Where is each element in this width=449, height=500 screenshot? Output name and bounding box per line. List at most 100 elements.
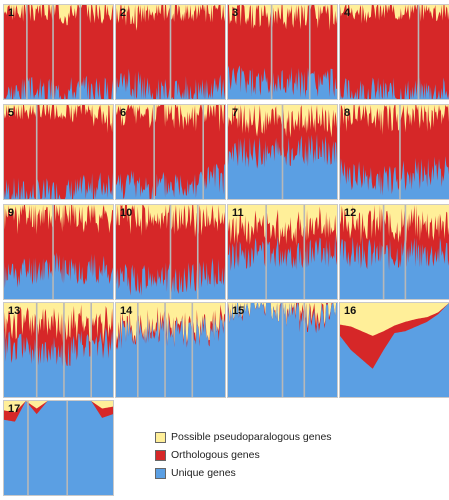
- panel-plot: [228, 5, 337, 99]
- legend-label: Possible pseudoparalogous genes: [171, 431, 332, 443]
- panel-label: 6: [120, 107, 127, 119]
- legend-label: Unique genes: [171, 467, 236, 479]
- series-unique-area: [340, 156, 449, 199]
- panel-8: 8: [339, 104, 449, 200]
- panel-plot: [116, 105, 225, 199]
- chromosome-separator: [196, 205, 199, 299]
- panel-7: 7: [227, 104, 338, 200]
- chromosome-separator: [399, 105, 401, 199]
- panel-14: 14: [115, 302, 226, 398]
- chromosome-separator: [35, 105, 38, 199]
- panel-plot: [4, 105, 113, 199]
- panel-5: 5: [3, 104, 114, 200]
- chromosome-separator: [164, 303, 166, 397]
- chromosome-separator: [265, 205, 267, 299]
- panel-plot: [228, 105, 337, 199]
- legend-item-unique: Unique genes: [155, 466, 236, 480]
- panel-label: 4: [344, 7, 351, 19]
- panel-label: 11: [232, 207, 244, 219]
- panel-label: 15: [232, 305, 245, 317]
- chromosome-separator: [191, 303, 194, 397]
- panel-11: 11: [227, 204, 338, 300]
- panel-label: 9: [8, 207, 15, 219]
- panel-10: 10: [115, 204, 226, 300]
- panel-13: 13: [3, 302, 114, 398]
- panel-16: 16: [339, 302, 449, 398]
- panel-17: 17: [3, 400, 114, 496]
- panel-label: 17: [8, 403, 21, 415]
- panel-15: 15: [227, 302, 338, 398]
- legend-swatch-orthologous: [155, 449, 166, 461]
- panel-label: 14: [120, 305, 133, 317]
- chromosome-separator: [79, 5, 82, 99]
- panel-plot: [340, 5, 449, 99]
- panel-label: 1: [8, 7, 15, 19]
- panel-plot: [340, 303, 449, 397]
- legend-item-pseudoparalogous: Possible pseudoparalogous genes: [155, 430, 332, 444]
- chromosome-separator: [137, 303, 139, 397]
- series-unique-area: [116, 68, 225, 99]
- series-unique-area: [4, 327, 113, 397]
- panel-4: 4: [339, 4, 449, 100]
- chromosome-separator: [281, 105, 284, 199]
- chromosome-separator: [308, 5, 311, 99]
- chromosome-separator: [303, 205, 306, 299]
- panel-6: 6: [115, 104, 226, 200]
- chromosome-separator: [66, 401, 69, 495]
- series-unique-area: [340, 303, 449, 397]
- legend-swatch-pseudoparalogous: [155, 431, 166, 443]
- chromosome-separator: [303, 303, 306, 397]
- series-orthologous-area: [4, 105, 113, 199]
- panel-label: 8: [344, 107, 351, 119]
- panel-12: 12: [339, 204, 449, 300]
- chromosome-separator: [90, 303, 92, 397]
- chromosome-separator: [169, 5, 172, 99]
- series-unique-area: [340, 77, 449, 99]
- chromosome-separator: [26, 5, 28, 99]
- series-unique-area: [116, 163, 225, 199]
- panel-plot: [228, 303, 337, 397]
- legend-label: Orthologous genes: [171, 449, 260, 461]
- legend-item-orthologous: Orthologous genes: [155, 448, 260, 462]
- panel-plot: [116, 303, 225, 397]
- panel-label: 13: [8, 305, 21, 317]
- series-unique-area: [4, 252, 113, 299]
- panel-label: 12: [344, 207, 357, 219]
- panel-9: 9: [3, 204, 114, 300]
- series-orthologous-area: [116, 105, 225, 199]
- panel-2: 2: [115, 4, 226, 100]
- series-unique-area: [116, 313, 225, 397]
- panel-plot: [4, 303, 113, 397]
- chromosome-separator: [202, 105, 204, 199]
- panel-plot: [340, 205, 449, 299]
- chromosome-separator: [153, 105, 155, 199]
- panel-label: 5: [8, 107, 15, 119]
- chromosome-separator: [52, 5, 54, 99]
- chromosome-separator: [52, 205, 54, 299]
- chromosome-separator: [169, 205, 172, 299]
- chromosome-separator: [382, 205, 385, 299]
- panel-label: 7: [232, 107, 239, 119]
- series-unique-area: [4, 401, 113, 495]
- panel-plot: [116, 205, 225, 299]
- chromosome-separator: [404, 205, 407, 299]
- panel-label: 10: [120, 207, 133, 219]
- series-orthologous-area: [340, 5, 449, 99]
- series-unique-area: [4, 172, 113, 199]
- chromosome-separator: [281, 303, 284, 397]
- legend-swatch-unique: [155, 467, 166, 479]
- chromosome-separator: [63, 303, 65, 397]
- panel-label: 3: [232, 7, 239, 19]
- series-unique-area: [340, 235, 449, 299]
- series-orthologous-area: [4, 5, 113, 99]
- chromosome-separator: [270, 5, 273, 99]
- panel-plot: [340, 105, 449, 199]
- series-unique-area: [4, 75, 113, 99]
- panel-plot: [228, 205, 337, 299]
- panel-1: 1: [3, 4, 114, 100]
- panel-plot: [4, 401, 113, 495]
- panel-label: 16: [344, 305, 357, 317]
- legend: Possible pseudoparalogous genes Ortholog…: [155, 430, 445, 492]
- panel-3: 3: [227, 4, 338, 100]
